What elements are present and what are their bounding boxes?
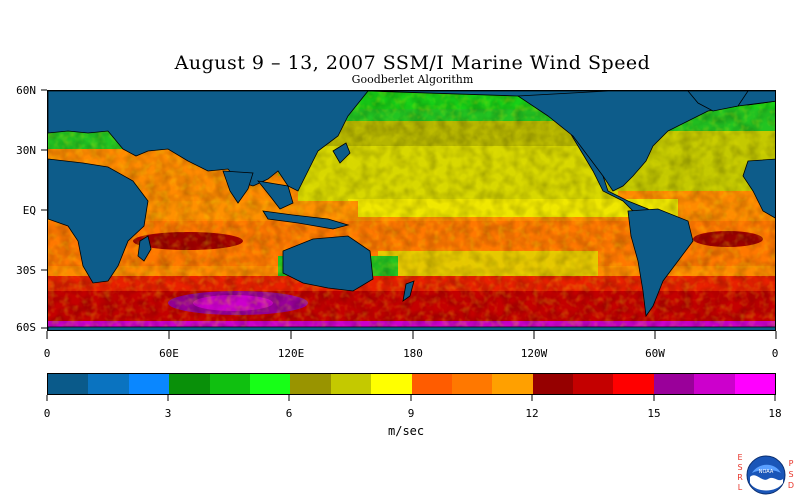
- colorbar-tick-3: 3: [164, 407, 172, 420]
- colorbar-ticks: [46, 395, 776, 401]
- colorbar-swatch: [532, 374, 574, 394]
- lon-label-0: 0: [43, 347, 51, 360]
- lon-label-60w: 60W: [645, 347, 665, 360]
- logo-letter: P: [788, 459, 794, 468]
- logo-letter: R: [737, 473, 743, 482]
- lon-label-0-east: 0: [771, 347, 779, 360]
- noaa-esrl-psd-logo: E S R L NOAA P S D: [736, 453, 794, 497]
- lon-ticks: [46, 331, 777, 339]
- colorbar-tick-9: 9: [407, 407, 415, 420]
- logo-letter: D: [787, 481, 795, 490]
- map-title: August 9 – 13, 2007 SSM/I Marine Wind Sp…: [174, 52, 651, 74]
- lat-ticks: [41, 89, 47, 329]
- colorbar-swatch: [653, 374, 695, 394]
- lon-label-120e: 120E: [277, 347, 305, 360]
- lat-label-eq: EQ: [22, 204, 36, 217]
- colorbar-swatch: [88, 374, 129, 394]
- colorbar-swatch: [734, 374, 776, 394]
- logo-letter: L: [737, 483, 743, 492]
- lat-label-60n: 60N: [16, 84, 36, 97]
- lon-label-120w: 120W: [520, 347, 548, 360]
- logo-letter: S: [788, 470, 794, 479]
- colorbar-swatch: [209, 374, 250, 394]
- colorbar-swatch: [694, 374, 735, 394]
- logo-letter: S: [737, 463, 743, 472]
- colorbar-units: m/sec: [388, 424, 425, 438]
- map-subtitle: Goodberlet Algorithm: [351, 73, 474, 86]
- lat-label-30s: 30S: [16, 264, 36, 277]
- colorbar-swatch: [290, 374, 331, 394]
- colorbar-swatch: [451, 374, 493, 394]
- colorbar-swatch: [48, 374, 89, 394]
- logo-label: NOAA: [759, 469, 774, 475]
- wind-speed-map: [47, 90, 776, 331]
- lat-label-30n: 30N: [16, 144, 36, 157]
- colorbar-tick-15: 15: [647, 407, 661, 420]
- lon-label-180: 180: [403, 347, 423, 360]
- logo-left-letters: E S R L: [736, 453, 744, 493]
- colorbar-swatch: [128, 374, 170, 394]
- colorbar-swatch: [330, 374, 372, 394]
- colorbar-swatch: [573, 374, 614, 394]
- colorbar-swatch: [613, 374, 654, 394]
- logo-letter: E: [737, 453, 743, 462]
- colorbar-tick-12: 12: [525, 407, 539, 420]
- map-svg: [48, 91, 775, 330]
- colorbar-tick-6: 6: [285, 407, 293, 420]
- lat-label-60s: 60S: [16, 321, 36, 334]
- colorbar-swatch: [492, 374, 533, 394]
- logo-right-letters: P S D: [787, 458, 795, 491]
- noaa-emblem-icon: NOAA: [746, 455, 786, 495]
- colorbar-tick-18: 18: [768, 407, 782, 420]
- colorbar-swatch: [169, 374, 210, 394]
- colorbar-swatch: [249, 374, 291, 394]
- land-masses: [48, 91, 775, 330]
- colorbar-swatch: [411, 374, 452, 394]
- lon-label-60e: 60E: [159, 347, 179, 360]
- colorbar: [47, 373, 776, 395]
- colorbar-tick-0: 0: [43, 407, 51, 420]
- colorbar-swatch: [371, 374, 412, 394]
